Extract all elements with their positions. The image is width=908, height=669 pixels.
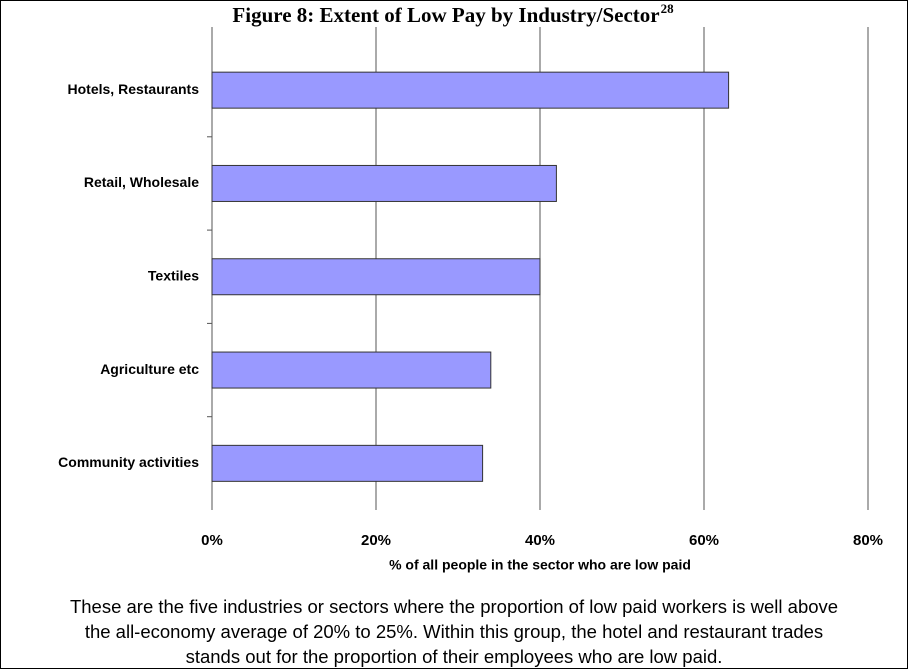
caption-line: stands out for the proportion of their e… <box>186 646 723 667</box>
x-tick-label: 40% <box>525 532 555 549</box>
bar <box>211 258 541 296</box>
bar <box>211 164 557 202</box>
x-tick-label: 0% <box>201 532 223 549</box>
y-tick-label: Retail, Wholesale <box>84 174 199 190</box>
caption-line: These are the five industries or sectors… <box>70 596 838 617</box>
y-tick-label: Hotels, Restaurants <box>68 81 200 97</box>
x-tick-label: 80% <box>853 532 883 549</box>
bar <box>211 444 484 482</box>
chart-title: Figure 8: Extent of Low Pay by Industry/… <box>232 3 659 27</box>
y-tick-label: Textiles <box>148 267 199 283</box>
x-tick-label: 60% <box>689 532 719 549</box>
bar <box>211 351 492 389</box>
y-tick-label: Community activities <box>58 454 199 470</box>
y-tick-label: Agriculture etc <box>100 361 199 377</box>
x-tick-label: 20% <box>361 532 391 549</box>
x-axis-label: % of all people in the sector who are lo… <box>389 557 691 573</box>
title-superscript: 28 <box>661 1 675 16</box>
caption-line: the all-economy average of 20% to 25%. W… <box>85 621 823 642</box>
bar <box>211 71 730 109</box>
